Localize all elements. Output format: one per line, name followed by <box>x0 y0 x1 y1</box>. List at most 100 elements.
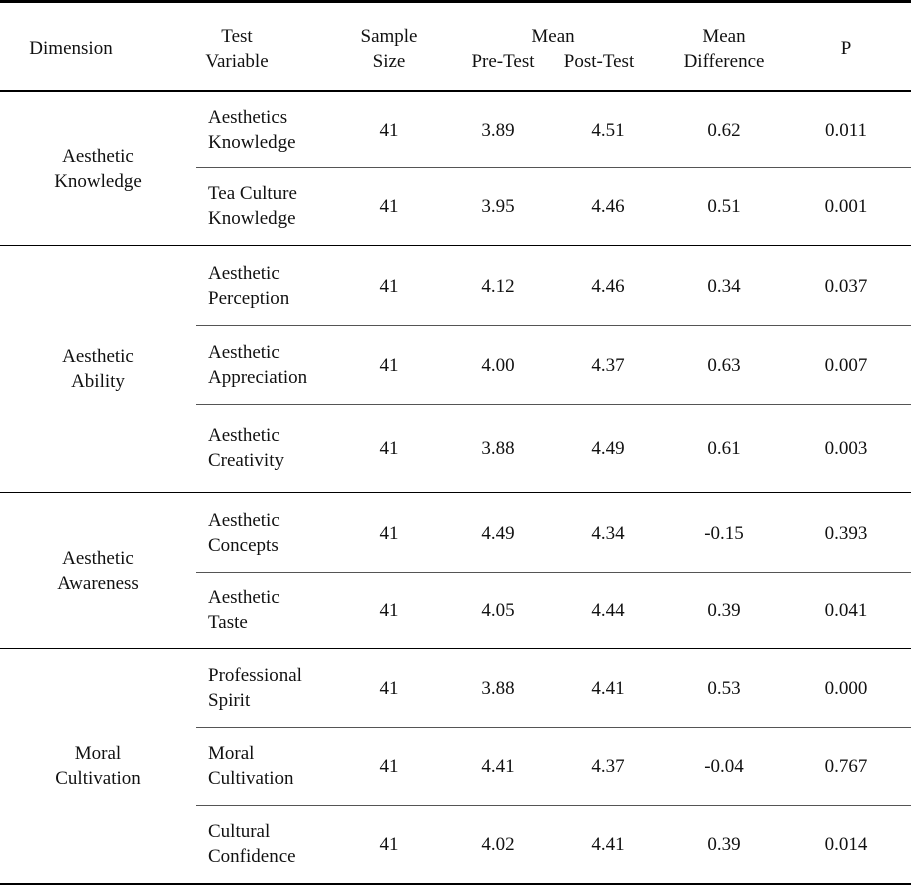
test-variable-line: Perception <box>208 287 290 309</box>
test-variable-line: Taste <box>208 612 248 633</box>
row-divider <box>196 805 911 806</box>
sample-size-value: 41 <box>379 196 399 217</box>
pre-test-value: 4.00 <box>481 354 515 376</box>
dimension-label: Aesthetic Awareness <box>57 546 139 596</box>
p-value: 0.767 <box>824 756 868 777</box>
test-variable-line: Knowledge <box>208 208 296 229</box>
test-variable-label: Moral Cultivation <box>208 741 294 791</box>
header-mean-difference-line2: Difference <box>683 51 765 72</box>
post-test-value: 4.41 <box>591 678 625 699</box>
p-value: 0.393 <box>824 522 868 544</box>
test-variable-label: Aesthetic Creativity <box>208 423 284 473</box>
test-variable-line: Aesthetics <box>208 106 288 128</box>
p-value: 0.007 <box>824 354 868 376</box>
pre-test-value: 4.49 <box>481 522 515 544</box>
test-variable-label: Aesthetic Perception <box>208 261 289 311</box>
header-mean-difference: Mean Difference <box>684 24 765 74</box>
test-variable-line: Moral <box>208 743 255 764</box>
pre-test-value: 4.02 <box>481 834 515 855</box>
test-variable-line: Aesthetic <box>208 425 280 446</box>
group-rule <box>0 648 911 649</box>
mean-difference-value: 0.39 <box>707 600 741 621</box>
sample-size-value: 41 <box>379 834 399 855</box>
header-pre-test: Pre-Test <box>471 51 535 72</box>
row-divider <box>196 167 911 168</box>
p-value: 0.011 <box>824 119 868 141</box>
mean-difference-value: 0.62 <box>707 119 741 141</box>
mean-difference-value: -0.15 <box>704 522 744 544</box>
row-divider <box>196 404 911 405</box>
sample-size-value: 41 <box>379 522 399 544</box>
test-variable-label: Aesthetic Taste <box>208 585 280 635</box>
post-test-value: 4.49 <box>591 438 625 459</box>
sample-size-value: 41 <box>379 600 399 621</box>
test-variable-line: Cultural <box>208 821 271 842</box>
pre-test-value: 3.88 <box>481 438 515 459</box>
group-rule <box>0 245 911 246</box>
test-variable-line: Aesthetic <box>208 262 280 284</box>
dimension-line: Knowledge <box>54 170 142 192</box>
test-variable-label: Aesthetic Concepts <box>208 508 280 558</box>
test-variable-line: Appreciation <box>208 366 308 388</box>
dimension-line: Aesthetic <box>62 547 134 569</box>
mean-difference-value: 0.63 <box>707 354 741 376</box>
dimension-label: Aesthetic Knowledge <box>54 144 142 194</box>
pre-test-value: 3.88 <box>481 678 515 699</box>
post-test-value: 4.37 <box>591 354 625 376</box>
header-sample-size-line2: Size <box>372 51 406 72</box>
test-variable-line: Professional <box>208 665 302 686</box>
mean-difference-value: -0.04 <box>704 756 744 777</box>
dimension-line: Cultivation <box>55 768 141 789</box>
post-test-value: 4.51 <box>591 119 625 141</box>
test-variable-line: Concepts <box>208 534 279 556</box>
header-post-test: Post-Test <box>563 51 635 72</box>
group-rule <box>0 492 911 493</box>
pre-test-value: 3.95 <box>481 196 515 217</box>
test-variable-line: Aesthetic <box>208 509 280 531</box>
sample-size-value: 41 <box>379 275 399 297</box>
sample-size-value: 41 <box>379 678 399 699</box>
mean-difference-value: 0.39 <box>707 834 741 855</box>
dimension-line: Ability <box>71 371 125 392</box>
pre-test-value: 3.89 <box>481 119 515 141</box>
header-p: P <box>840 38 852 59</box>
mean-difference-value: 0.53 <box>707 678 741 699</box>
post-test-value: 4.46 <box>591 196 625 217</box>
pre-test-value: 4.12 <box>481 275 515 297</box>
top-rule <box>0 0 911 3</box>
header-dimension: Dimension <box>29 38 113 59</box>
mean-difference-value: 0.61 <box>707 438 741 459</box>
p-value: 0.003 <box>824 438 868 459</box>
mean-difference-value: 0.34 <box>707 275 741 297</box>
header-sample-size: Sample Size <box>361 24 418 74</box>
row-divider <box>196 572 911 573</box>
test-variable-line: Tea Culture <box>208 183 297 204</box>
test-variable-label: Aesthetic Appreciation <box>208 340 307 390</box>
header-sample-size-line1: Sample <box>360 26 418 47</box>
row-divider <box>196 325 911 326</box>
header-mean-difference-line1: Mean <box>702 26 746 47</box>
test-variable-line: Spirit <box>208 690 251 711</box>
test-variable-label: Tea Culture Knowledge <box>208 181 297 231</box>
test-variable-line: Confidence <box>208 846 296 867</box>
pre-test-value: 4.05 <box>481 600 515 621</box>
p-value: 0.000 <box>824 678 868 699</box>
test-variable-line: Cultivation <box>208 768 294 789</box>
test-variable-line: Aesthetic <box>208 587 280 608</box>
dimension-line: Moral <box>74 743 122 764</box>
test-variable-line: Aesthetic <box>208 341 280 363</box>
pre-test-value: 4.41 <box>481 756 515 777</box>
header-test-variable-line1: Test <box>221 26 253 47</box>
test-variable-line: Knowledge <box>208 131 296 153</box>
post-test-value: 4.44 <box>591 600 625 621</box>
header-test-variable-line2: Variable <box>205 51 269 72</box>
post-test-value: 4.37 <box>591 756 625 777</box>
sample-size-value: 41 <box>379 354 399 376</box>
header-test-variable: Test Variable <box>205 24 268 74</box>
post-test-value: 4.41 <box>591 834 625 855</box>
test-variable-line: Creativity <box>208 450 284 471</box>
sample-size-value: 41 <box>379 119 399 141</box>
p-value: 0.041 <box>824 600 868 621</box>
header-rule <box>0 90 911 92</box>
test-variable-label: Cultural Confidence <box>208 819 296 869</box>
